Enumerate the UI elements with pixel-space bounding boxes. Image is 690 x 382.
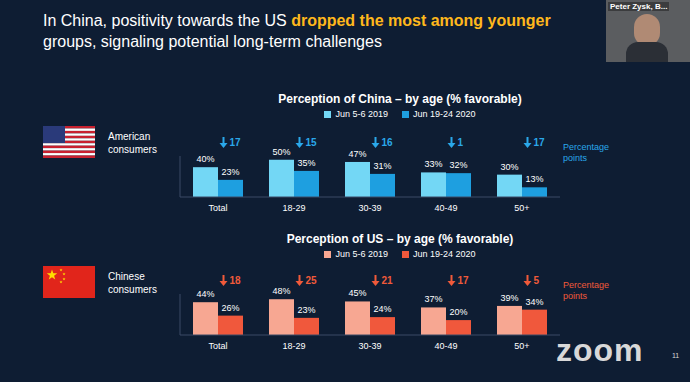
svg-text:23%: 23% (297, 305, 315, 315)
html-text:Percentage: Percentage (563, 142, 609, 152)
html-text:Peter Zysk, B...: Peter Zysk, B... (610, 2, 668, 11)
html-text:Perception of China – by age (: Perception of China – by age (% favorabl… (278, 92, 522, 106)
html-text:points: points (563, 291, 587, 301)
svg-text:33%: 33% (424, 159, 442, 169)
html-text:consumers: consumers (108, 144, 157, 155)
svg-text:Total: Total (208, 203, 227, 213)
svg-text:30-39: 30-39 (358, 203, 381, 213)
html-text:Jun 5-6 2019: Jun 5-6 2019 (335, 249, 388, 259)
html-text:zoom: zoom (556, 332, 644, 368)
html-text:Chinese: Chinese (108, 271, 145, 282)
html-text:11: 11 (672, 352, 680, 359)
html-text:consumers: consumers (108, 284, 157, 295)
svg-text:32%: 32% (449, 160, 467, 170)
html-text:groups, signaling potential lo: groups, signaling potential long-term ch… (43, 33, 382, 50)
svg-text:50%: 50% (272, 147, 290, 157)
svg-text:5: 5 (534, 275, 540, 286)
svg-text:45%: 45% (348, 288, 366, 298)
svg-text:30%: 30% (500, 162, 518, 172)
html-text:points: points (563, 153, 587, 163)
html-text:Percentage: Percentage (563, 280, 609, 290)
svg-text:21: 21 (382, 275, 394, 286)
html-text:In China, positivity towards t: In China, positivity towards the US drop… (43, 12, 551, 29)
html-text:Perception of US – by age (% f: Perception of US – by age (% favorable) (286, 232, 514, 246)
svg-text:24%: 24% (373, 304, 391, 314)
svg-text:40-49: 40-49 (434, 341, 457, 351)
svg-text:50+: 50+ (514, 203, 529, 213)
svg-text:47%: 47% (348, 149, 366, 159)
svg-text:20%: 20% (449, 307, 467, 317)
svg-text:1: 1 (458, 137, 464, 148)
html-text:Jun 5-6 2019: Jun 5-6 2019 (335, 109, 388, 119)
svg-text:23%: 23% (221, 167, 239, 177)
svg-text:39%: 39% (500, 293, 518, 303)
svg-text:18-29: 18-29 (282, 341, 305, 351)
svg-text:17: 17 (534, 137, 546, 148)
svg-text:15: 15 (306, 137, 318, 148)
svg-text:16: 16 (382, 137, 394, 148)
html-text:American: American (108, 131, 151, 142)
svg-text:40%: 40% (196, 154, 214, 164)
svg-text:34%: 34% (525, 297, 543, 307)
svg-text:31%: 31% (373, 161, 391, 171)
svg-text:35%: 35% (297, 158, 315, 168)
svg-text:13%: 13% (525, 174, 543, 184)
svg-text:26%: 26% (221, 303, 239, 313)
svg-text:Total: Total (208, 341, 227, 351)
svg-text:18: 18 (230, 275, 242, 286)
svg-text:37%: 37% (424, 294, 442, 304)
html-text:Jun 19-24 2020: Jun 19-24 2020 (413, 109, 476, 119)
svg-text:25: 25 (306, 275, 318, 286)
svg-text:40-49: 40-49 (434, 203, 457, 213)
svg-text:18-29: 18-29 (282, 203, 305, 213)
svg-text:17: 17 (230, 137, 242, 148)
svg-text:50+: 50+ (514, 341, 529, 351)
html-text:Jun 19-24 2020: Jun 19-24 2020 (413, 249, 476, 259)
svg-text:17: 17 (458, 275, 470, 286)
svg-text:44%: 44% (196, 289, 214, 299)
svg-text:30-39: 30-39 (358, 341, 381, 351)
svg-text:48%: 48% (272, 286, 290, 296)
